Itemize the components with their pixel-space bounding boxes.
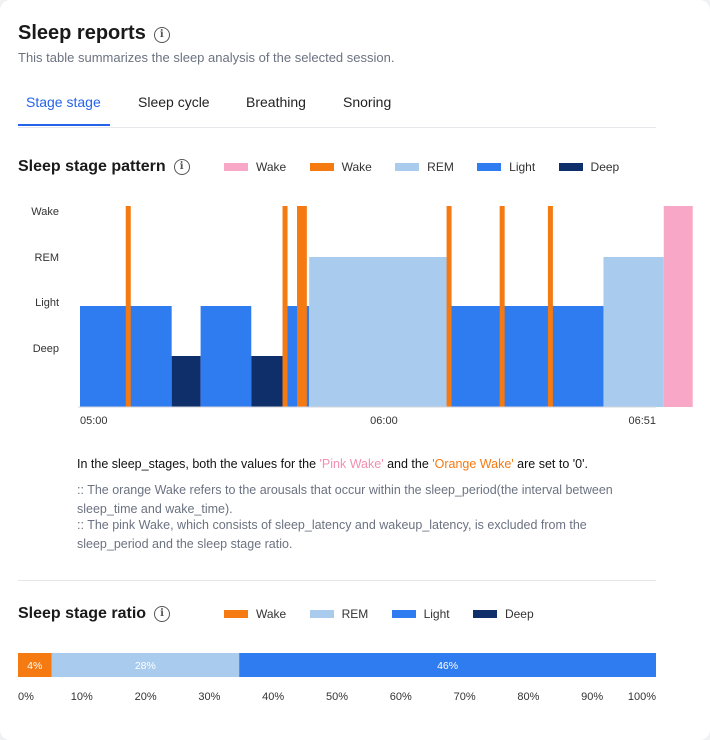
ratio-x-tick-label: 90% [581, 691, 603, 703]
ratio-legend-wake: Wake [224, 607, 286, 621]
stage-segment-light [200, 306, 252, 407]
legend-item-light: Light [477, 160, 535, 174]
ratio-x-tick-label: 10% [71, 691, 93, 703]
legend-item-pink-wake: Wake [224, 160, 286, 174]
legend-item-orange-wake: Wake [309, 160, 372, 174]
ratio-bar-rem [51, 653, 240, 677]
rem-swatch [395, 163, 420, 171]
ratio-x-tick-label: 0% [18, 691, 34, 703]
x-tick-label: 06:51 [628, 415, 656, 427]
ratio-light-swatch [391, 610, 416, 618]
legend-item-deep: Deep [558, 160, 619, 174]
orange-wake-marker [301, 206, 307, 407]
ratio-x-tick-label: 40% [262, 691, 284, 703]
tab-stage-stage[interactable]: Stage stage [26, 94, 101, 110]
x-tick-label: 06:00 [370, 415, 398, 427]
orange-wake-marker [446, 206, 452, 407]
ratio-legend-deep: Deep [472, 607, 534, 621]
tab-breathing[interactable]: Breathing [246, 94, 306, 110]
ratio-bar-light [239, 653, 656, 677]
sleep-stage-note: In the sleep_stages, both the values for… [77, 457, 588, 471]
ratio-section-title: Sleep stage ratio i [18, 605, 171, 623]
pink-wake-note: :: The pink Wake, which consists of slee… [77, 518, 587, 551]
orange-wake-marker [282, 206, 288, 407]
pattern-section-title: Sleep stage pattern i [18, 158, 190, 176]
stage-segment-light [451, 306, 604, 407]
ratio-legend: Wake REM Light Deep [224, 607, 554, 621]
section-divider [18, 580, 656, 581]
orange-wake-swatch [309, 163, 334, 171]
y-level-label-wake: Wake [31, 206, 59, 218]
pattern-info-icon[interactable]: i [173, 159, 190, 175]
ratio-x-tick-label: 30% [198, 691, 220, 703]
stage-segment-deep [171, 356, 201, 407]
legend-item-rem: REM [395, 160, 454, 174]
light-swatch [477, 163, 502, 171]
pattern-legend: Wake Wake REM Light Deep [224, 160, 639, 174]
ratio-label-light: 46% [437, 660, 458, 672]
ratio-info-icon[interactable]: i [154, 606, 171, 622]
ratio-label-rem: 28% [135, 660, 156, 672]
ratio-label-wake: 4% [27, 660, 42, 672]
deep-swatch [558, 163, 583, 171]
y-level-label-deep: Deep [33, 343, 59, 355]
ratio-bar-wake [18, 653, 52, 677]
tab-bar: Stage stage Sleep cycle Breathing Snorin… [18, 86, 656, 128]
x-tick-label: 05:00 [80, 415, 108, 427]
pink-wake-swatch [224, 163, 248, 171]
ratio-deep-swatch [472, 610, 497, 618]
orange-wake-marker [125, 206, 131, 407]
ratio-wake-swatch [224, 610, 248, 618]
ratio-x-tick-label: 70% [454, 691, 476, 703]
y-level-label-light: Light [35, 297, 59, 309]
sleep-stage-ratio-chart: 4% 28% 46% 0% 10% 20% 30% 40% 50% 60% 70% 80% 90% 100… [18, 653, 656, 703]
stage-segment-deep [251, 356, 283, 407]
ratio-rem-swatch [309, 610, 334, 618]
orange-wake-marker [547, 206, 553, 407]
orange-wake-marker [297, 206, 303, 407]
page-title: Sleep reports i [18, 22, 170, 45]
ratio-x-tick-label: 20% [135, 691, 157, 703]
page-subtitle: This table summarizes the sleep analysis… [18, 50, 395, 65]
stage-segment-rem [603, 257, 664, 407]
y-level-label-rem: REM [35, 252, 59, 264]
info-icon[interactable]: i [153, 27, 170, 43]
ratio-x-tick-label: 100% [628, 691, 656, 703]
ratio-legend-rem: REM [309, 607, 368, 621]
sleep-stage-pattern-chart: Wake REM Light Deep 05:00 06:00 06:51 [31, 206, 693, 427]
stage-segment-pink-wake [663, 206, 693, 407]
active-tab-indicator [18, 124, 110, 126]
orange-wake-note: :: The orange Wake refers to the arousal… [77, 483, 613, 516]
tab-snoring[interactable]: Snoring [343, 94, 392, 110]
orange-wake-marker [499, 206, 505, 407]
stage-segment-rem [309, 257, 452, 407]
ratio-x-tick-label: 80% [517, 691, 539, 703]
ratio-x-tick-label: 50% [326, 691, 348, 703]
ratio-x-tick-label: 60% [390, 691, 412, 703]
tab-sleep-cycle[interactable]: Sleep cycle [138, 94, 210, 110]
ratio-legend-light: Light [391, 607, 450, 621]
